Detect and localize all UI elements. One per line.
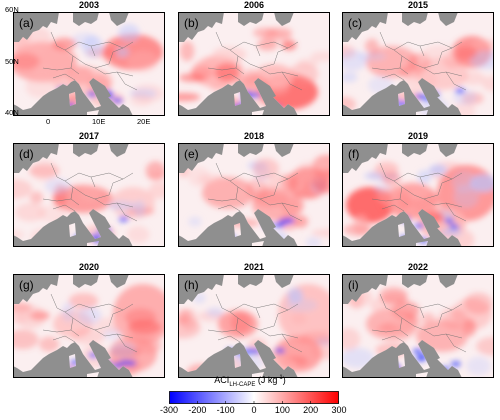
map-panel-2022: 2022 (i)	[342, 262, 494, 378]
panel-label: (f)	[348, 147, 360, 161]
map-2022	[342, 274, 494, 378]
map-2006	[178, 12, 330, 116]
colorbar-tick-label: -200	[188, 405, 207, 415]
panel-label: (b)	[184, 16, 199, 30]
colorbar-ticks: -300 -200 -100 0 100 200 300	[0, 405, 500, 419]
map-2019	[342, 143, 494, 247]
panel-title: 2021	[243, 262, 265, 272]
map-panel-2006: 2006 (b)	[178, 0, 330, 116]
colorbar-tick-label: -300	[159, 405, 179, 415]
colorbar-tick-label: 100	[274, 405, 290, 415]
panel-label: (h)	[184, 278, 199, 292]
colorbar-tick-label: -100	[216, 405, 235, 415]
map-2015	[342, 12, 494, 116]
colorbar	[169, 391, 339, 404]
map-panel-2018: 2018 (e)	[178, 131, 330, 247]
map-panel-2015: 2015 (c)	[342, 0, 494, 116]
map-panel-2003: 2003 (a)	[13, 0, 165, 116]
lon-tick-20e: 20E	[137, 117, 151, 126]
panel-label: (g)	[19, 278, 34, 292]
map-2018	[178, 143, 330, 247]
colorbar-tick-label: 200	[303, 405, 319, 415]
lat-tick-40n: 40N	[5, 108, 19, 117]
map-2020	[13, 274, 165, 378]
map-panel-2020: 2020 (g)	[13, 262, 165, 378]
panel-label: (i)	[348, 278, 359, 292]
lat-tick-60n: 60N	[5, 5, 19, 14]
panel-label: (e)	[184, 147, 199, 161]
panel-title: 2003	[78, 0, 100, 10]
map-panel-2021: 2021 (h)	[178, 262, 330, 378]
panel-title: 2022	[407, 262, 429, 272]
map-2003	[13, 12, 165, 116]
panel-title: 2018	[243, 131, 265, 141]
map-2021	[178, 274, 330, 378]
map-panel-2019: 2019 (f)	[342, 131, 494, 247]
panel-label: (c)	[348, 16, 362, 30]
panel-title: 2020	[78, 262, 100, 272]
panel-title: 2015	[407, 0, 429, 10]
lon-tick-10e: 10E	[92, 117, 106, 126]
panel-label: (a)	[19, 16, 34, 30]
colorbar-tick-label: 0	[251, 405, 257, 415]
lon-tick-0: 0	[46, 117, 51, 126]
panel-label: (d)	[19, 147, 34, 161]
colorbar-tick-label: 300	[331, 405, 347, 415]
map-panel-2017: 2017 (d)	[13, 131, 165, 247]
lat-tick-50n: 50N	[5, 57, 19, 66]
map-2017	[13, 143, 165, 247]
panel-title: 2006	[243, 0, 265, 10]
panel-title: 2019	[407, 131, 429, 141]
panel-title: 2017	[78, 131, 100, 141]
colorbar-title: ACILH-CAPE (J kg-1)	[214, 375, 286, 388]
